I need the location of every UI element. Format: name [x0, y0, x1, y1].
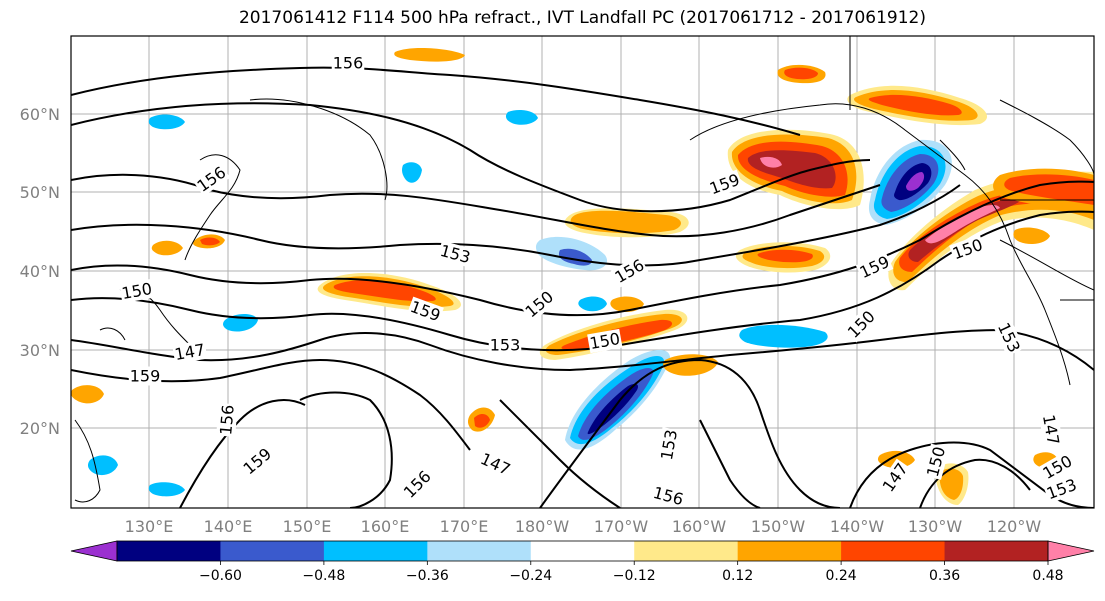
contour-label-bg: [878, 458, 913, 497]
latitude-label: 30°N: [20, 341, 60, 360]
anomaly-patch: [148, 114, 185, 130]
colorbar-segment: [634, 541, 739, 561]
contour-label-bg: [399, 466, 436, 503]
contour-label-bg: [488, 335, 522, 355]
longitude-label: 140°E: [204, 517, 253, 536]
contour-label-bg: [1038, 450, 1077, 484]
colorbar-tick-label: −0.48: [302, 568, 345, 584]
contour-label-bg: [119, 278, 155, 304]
contour-label: 156: [216, 404, 238, 436]
anomaly-patch: [757, 249, 813, 263]
anomaly-patch: [760, 156, 782, 168]
anomaly-patch: [394, 48, 465, 62]
contour-label-bg: [855, 251, 894, 283]
anomaly-patch: [333, 280, 436, 302]
longitude-label: 120°W: [987, 517, 1042, 536]
colorbar-tick-label: −0.36: [406, 568, 449, 584]
anomaly-patch: [906, 172, 925, 191]
colorbar-tick-label: −0.12: [613, 568, 656, 584]
longitude-label: 150°W: [751, 517, 806, 536]
colorbar-segment: [323, 541, 428, 561]
colorbar-tick-label: 0.48: [1032, 568, 1063, 584]
anomaly-patch: [71, 385, 104, 404]
contour-label-bg: [993, 318, 1025, 357]
longitude-labels: 130°E 140°E 150°E 160°E 170°E 180°W 170°W 160°W…: [125, 517, 1042, 536]
latitude-label: 60°N: [20, 105, 60, 124]
contour-label-bg: [650, 482, 687, 508]
contour-label: 159: [130, 367, 161, 386]
latitude-label: 20°N: [20, 419, 60, 438]
anomaly-patch: [939, 468, 964, 500]
anomaly-patch: [151, 240, 183, 256]
map-frame: [70, 35, 1095, 509]
latitude-label: 50°N: [20, 183, 60, 202]
colorbar-segment: [737, 541, 842, 561]
longitude-label: 170°W: [594, 517, 649, 536]
contour-label-bg: [238, 443, 276, 479]
colorbar: −0.60 −0.48 −0.36 −0.24 −0.12 0.12 0.24 0.36 0.4…: [70, 540, 1095, 584]
anomaly-patch: [148, 482, 185, 497]
colorbar-tick-label: 0.24: [826, 568, 857, 584]
longitude-label: 180°W: [515, 517, 570, 536]
colorbar-segment: [944, 541, 1049, 561]
longitude-label: 170°E: [440, 517, 489, 536]
map-title: 2017061412 F114 500 hPa refract., IVT La…: [238, 8, 926, 28]
anomaly-patch: [87, 455, 118, 476]
anomaly-patch: [1013, 227, 1050, 244]
contour-label-bg: [656, 427, 682, 463]
contour-label-bg: [331, 53, 365, 73]
colorbar-segment: [117, 541, 221, 561]
contour-label-bg: [610, 254, 649, 288]
anomaly-patch: [402, 162, 422, 183]
colorbar-tick-label: 0.12: [722, 568, 753, 584]
anomaly-patch: [868, 94, 962, 116]
colorbar-outline: [116, 540, 1049, 562]
longitude-label: 130°E: [125, 517, 174, 536]
contour-label: 156: [333, 54, 364, 73]
contour-label-bg: [1043, 474, 1081, 504]
contour-label-bg: [437, 240, 474, 268]
contour-label-bg: [706, 169, 744, 199]
anomaly-patch: [739, 324, 828, 348]
contour-label-bg: [216, 402, 238, 437]
colorbar-tick-label: −0.60: [199, 568, 242, 584]
colorbar-segment: [841, 541, 946, 561]
contour-label-bg: [843, 306, 880, 343]
anomaly-patch: [908, 198, 1025, 262]
contour-label-bg: [587, 328, 623, 354]
colorbar-extend-high: [1047, 540, 1095, 562]
contour-label-bg: [520, 286, 558, 322]
anomaly-patch: [925, 205, 1000, 244]
longitude-label: 140°W: [830, 517, 885, 536]
longitude-label: 160°E: [361, 517, 410, 536]
contour-label-bg: [192, 162, 231, 197]
coastlines: [74, 36, 1094, 503]
longitude-label: 150°E: [283, 517, 332, 536]
anomaly-patch: [505, 110, 538, 125]
latitude-labels: 60°N 50°N 40°N 30°N 20°N: [20, 105, 60, 438]
contour-label-bg: [1038, 412, 1064, 448]
anomaly-patch: [578, 296, 607, 312]
contour-label-bg: [406, 296, 444, 326]
longitude-label: 130°W: [908, 517, 963, 536]
contour-label: 153: [490, 336, 521, 355]
contour-label-bg: [172, 339, 208, 365]
colorbar-tick-label: −0.24: [509, 568, 552, 584]
colorbar-segment: [220, 541, 325, 561]
longitude-label: 160°W: [672, 517, 727, 536]
anomaly-patch: [200, 237, 220, 246]
contour-label-bg: [128, 366, 162, 386]
colorbar-extend-low: [70, 540, 118, 562]
contour-label-bg: [922, 443, 950, 480]
contour-label-bg: [949, 234, 987, 264]
contour-label-bg: [476, 448, 515, 480]
colorbar-tick-label: 0.36: [929, 568, 960, 584]
latitude-label: 40°N: [20, 262, 60, 281]
colorbar-segment: [530, 541, 635, 561]
anomaly-patch: [784, 67, 818, 80]
colorbar-segment: [427, 541, 532, 561]
anomaly-patch: [474, 414, 490, 428]
